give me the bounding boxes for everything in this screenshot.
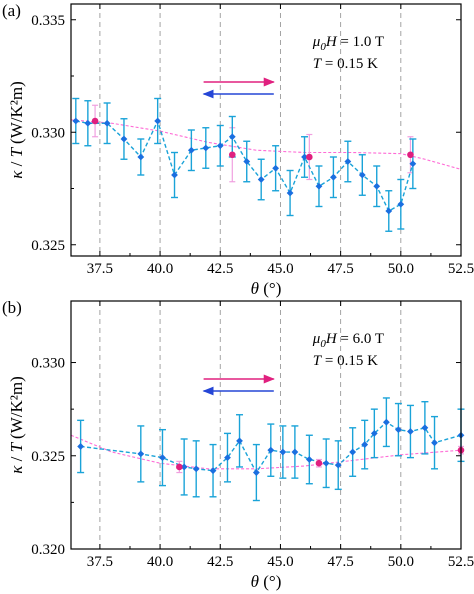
- data-point: [421, 424, 429, 432]
- y-axis-title: κ / T (W/K²m): [7, 376, 26, 474]
- reference-point: [315, 459, 323, 467]
- temperature-annotation: T = 0.15 K: [313, 353, 378, 369]
- data-point: [137, 153, 145, 161]
- data-point: [286, 189, 294, 197]
- data-point: [382, 418, 390, 426]
- data-point: [224, 454, 231, 462]
- data-point: [243, 158, 251, 165]
- x-axis-title: θ (°): [251, 572, 282, 591]
- x-tick-label: 47.5: [328, 261, 354, 277]
- data-point: [322, 459, 330, 467]
- y-tick-label: 0.330: [31, 356, 65, 372]
- x-tick-label: 52.5: [448, 261, 474, 277]
- data-series-line: [80, 421, 462, 474]
- data-point: [252, 469, 260, 476]
- plot-frame: [70, 300, 462, 550]
- data-point: [370, 429, 378, 437]
- x-axis-title: θ (°): [251, 279, 282, 298]
- y-tick-label: 0.320: [31, 542, 65, 558]
- reference-point: [228, 151, 236, 159]
- x-tick-label: 45.0: [267, 554, 293, 570]
- data-point: [361, 441, 369, 448]
- panel-label: (a): [2, 1, 21, 20]
- data-point: [334, 461, 342, 469]
- data-point: [192, 465, 200, 473]
- y-tick-label: 0.335: [31, 13, 65, 29]
- panel-label: (b): [2, 298, 22, 317]
- field-annotation: μ0H = 1.0 T: [312, 34, 384, 53]
- x-tick-label: 42.5: [207, 261, 233, 277]
- chart-panel-1: 37.5 40.0 42.5 45.0 47.5 50.0 52.5 0.325 0.330 0.…: [2, 1, 474, 298]
- chart-panel-2: 37.5 40.0 42.5 45.0 47.5 50.0 52.5 0.320 0.325 0.…: [2, 298, 474, 591]
- data-point: [344, 158, 352, 165]
- data-point: [315, 182, 323, 190]
- data-point: [120, 135, 128, 143]
- data-point: [409, 160, 417, 168]
- data-point: [349, 448, 357, 456]
- data-point: [267, 446, 275, 454]
- x-tick-label: 42.5: [207, 554, 233, 570]
- data-point: [301, 153, 308, 161]
- data-point: [209, 467, 217, 475]
- data-point: [407, 428, 414, 435]
- data-series-line: [75, 119, 414, 212]
- data-point: [187, 146, 195, 154]
- x-tick-label: 50.0: [388, 261, 414, 277]
- data-point: [228, 133, 236, 141]
- reference-point: [306, 153, 313, 161]
- data-point: [395, 426, 402, 434]
- field-annotation: μ0H = 6.0 T: [312, 331, 384, 350]
- data-point: [291, 448, 299, 456]
- data-point: [103, 119, 111, 127]
- data-point: [279, 448, 287, 456]
- x-tick-label: 37.5: [87, 554, 113, 570]
- x-tick-label: 50.0: [388, 554, 414, 570]
- data-point: [171, 171, 178, 179]
- data-point: [305, 456, 313, 463]
- x-tick-label: 52.5: [448, 554, 474, 570]
- data-point: [137, 450, 145, 458]
- temperature-annotation: T = 0.15 K: [313, 56, 378, 72]
- plot-frame: [70, 3, 462, 257]
- x-tick-label: 40.0: [147, 554, 173, 570]
- data-point: [431, 439, 438, 447]
- data-point: [272, 164, 280, 172]
- data-point: [180, 463, 188, 471]
- data-point: [385, 207, 393, 215]
- reference-fit-line: [70, 119, 462, 170]
- data-point: [154, 117, 162, 125]
- data-point: [358, 171, 366, 179]
- data-point: [236, 437, 243, 445]
- y-tick-label: 0.325: [31, 449, 65, 465]
- reference-point: [407, 151, 414, 159]
- data-point: [202, 144, 210, 152]
- y-axis-title: κ / T (W/K²m): [7, 81, 26, 179]
- data-point: [397, 200, 405, 208]
- x-tick-label: 37.5: [87, 261, 113, 277]
- data-point: [257, 176, 265, 183]
- x-tick-label: 40.0: [147, 261, 173, 277]
- y-tick-label: 0.330: [31, 125, 65, 141]
- reference-point: [176, 463, 183, 471]
- reference-point: [91, 117, 99, 125]
- y-tick-label: 0.325: [31, 238, 65, 254]
- data-point: [159, 454, 166, 462]
- data-point: [330, 173, 337, 181]
- data-point: [84, 119, 92, 127]
- x-tick-label: 47.5: [328, 554, 354, 570]
- data-point: [77, 443, 85, 450]
- x-tick-label: 45.0: [267, 261, 293, 277]
- data-point: [216, 142, 224, 150]
- data-point: [373, 182, 381, 190]
- data-point: [72, 117, 80, 125]
